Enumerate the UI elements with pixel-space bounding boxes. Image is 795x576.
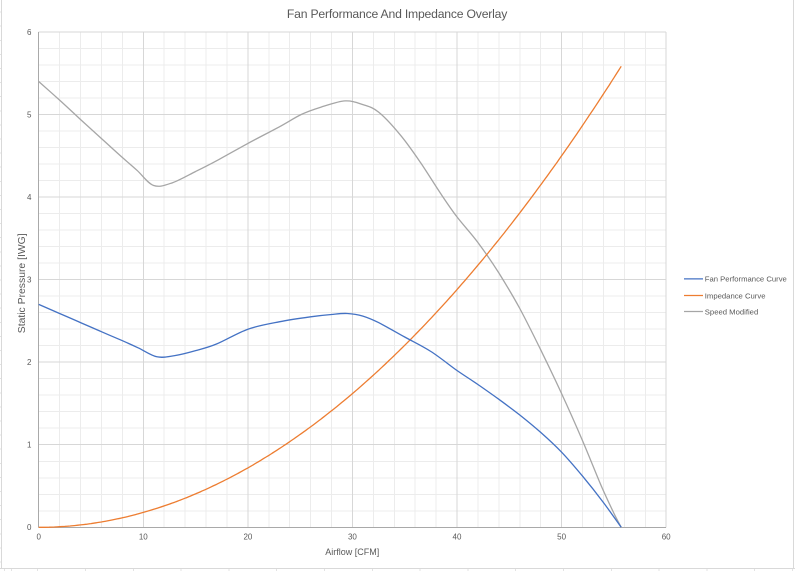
svg-text:2: 2 <box>27 358 32 367</box>
svg-text:Static Pressure [IWG]: Static Pressure [IWG] <box>17 233 28 333</box>
svg-text:50: 50 <box>557 533 566 542</box>
svg-text:Impedance Curve: Impedance Curve <box>705 291 766 300</box>
svg-text:0: 0 <box>36 533 41 542</box>
svg-text:4: 4 <box>27 193 32 202</box>
svg-text:Fan Performance Curve: Fan Performance Curve <box>705 275 787 284</box>
svg-text:Fan Performance And Impedance: Fan Performance And Impedance Overlay <box>287 7 508 21</box>
svg-text:Airflow [CFM]: Airflow [CFM] <box>325 547 379 557</box>
svg-text:0: 0 <box>27 523 32 532</box>
svg-text:5: 5 <box>27 110 32 119</box>
svg-text:1: 1 <box>27 441 32 450</box>
svg-text:Speed Modified: Speed Modified <box>705 307 758 316</box>
svg-text:3: 3 <box>27 276 32 285</box>
svg-text:10: 10 <box>139 533 148 542</box>
svg-text:60: 60 <box>662 533 671 542</box>
svg-text:20: 20 <box>243 533 252 542</box>
svg-text:6: 6 <box>27 28 32 37</box>
svg-text:40: 40 <box>453 533 462 542</box>
svg-text:30: 30 <box>348 533 357 542</box>
